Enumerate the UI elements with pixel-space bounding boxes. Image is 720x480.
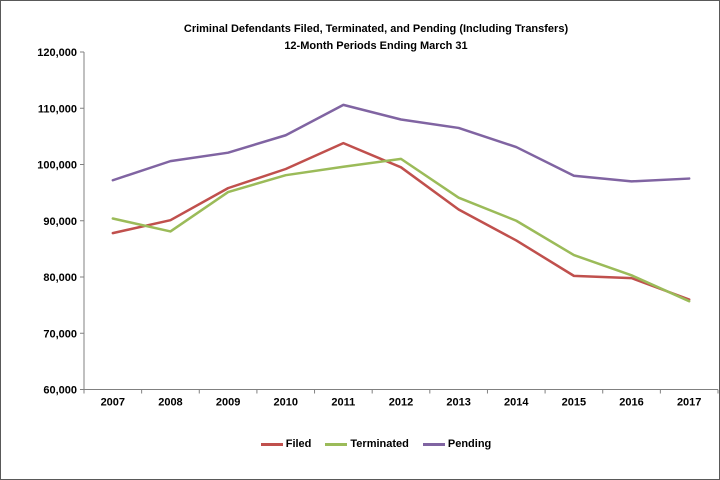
terminated-line-swatch [325,442,348,446]
x-axis-tick-label: 2010 [273,397,297,409]
x-axis-tick-label: 2017 [677,397,701,409]
chart-title: Criminal Defendants Filed, Terminated, a… [183,23,569,35]
x-axis-tick-label: 2016 [619,397,643,409]
y-axis-tick-label: 80,000 [43,272,77,284]
x-axis-tick-label: 2015 [562,397,586,409]
y-axis-tick-label: 120,000 [37,47,77,59]
y-axis-tick-label: 60,000 [43,385,77,397]
x-axis-tick-label: 2012 [389,397,413,409]
legend-item-terminated: Terminated [325,438,409,450]
x-axis-tick-label: 2013 [446,397,470,409]
x-axis-tick-label: 2014 [504,397,529,409]
x-axis-tick-label: 2009 [216,397,240,409]
chart-title-block: Criminal Defendants Filed, Terminated, a… [31,21,719,55]
legend-item-pending: Pending [422,438,492,450]
legend-label-terminated: Terminated [350,438,409,450]
legend-item-filed: Filed [260,438,312,450]
y-axis-tick-label: 100,000 [37,160,77,172]
filed-line-swatch [260,442,283,446]
series-line-filed [111,141,691,301]
chart-subtitle: 12-Month Periods Ending March 31 [284,40,468,52]
pending-line-swatch [422,442,445,446]
series-line-pending [111,103,691,183]
y-axis-tick-label: 90,000 [43,216,77,228]
y-axis-tick-label: 110,000 [38,103,77,115]
legend-label-filed: Filed [285,438,312,450]
x-axis-tick-label: 2011 [331,397,355,409]
y-axis-tick-label: 70,000 [43,328,77,340]
legend: Filed Terminated Pending [31,438,719,450]
series-line-terminated [111,157,691,303]
x-axis-tick-label: 2007 [101,397,125,409]
legend-label-pending: Pending [447,438,492,450]
x-axis-tick-label: 2008 [158,397,182,409]
